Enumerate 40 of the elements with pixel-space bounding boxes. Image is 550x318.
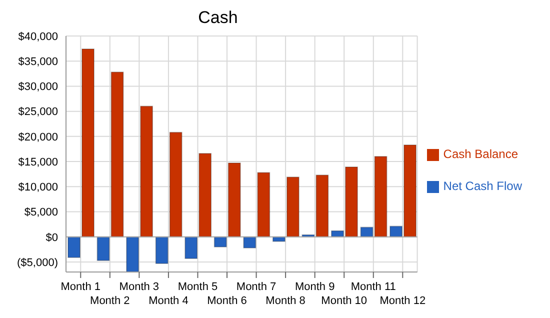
x-tick-label: Month 1	[60, 281, 101, 293]
x-tick-label: Month 5	[178, 281, 218, 293]
x-tick-label: Month 2	[90, 295, 130, 307]
bar	[155, 236, 168, 264]
legend-label: Net Cash Flow	[443, 179, 522, 193]
legend-label: Cash Balance	[443, 147, 518, 161]
y-tick-label: ($5,000)	[17, 256, 58, 269]
x-tick-label: Month 4	[148, 295, 188, 307]
x-tick-label: Month 3	[119, 281, 160, 293]
y-tick-label: $15,000	[18, 156, 58, 168]
bar	[286, 176, 300, 238]
bar	[126, 236, 140, 272]
bar	[169, 132, 182, 238]
y-tick-label: $0	[46, 232, 58, 244]
bar	[68, 236, 80, 258]
y-tick-label: $35,000	[18, 56, 58, 68]
bar	[140, 106, 154, 238]
x-tick-label: Month 7	[236, 281, 276, 293]
y-tick-label: $40,000	[18, 30, 58, 43]
bar	[257, 172, 270, 238]
bar	[228, 162, 241, 238]
bar	[96, 236, 110, 261]
bar	[82, 48, 94, 238]
y-tick-label: $25,000	[18, 106, 58, 118]
bar	[184, 236, 198, 259]
y-tick-label: $5,000	[24, 206, 58, 219]
bar	[198, 153, 212, 238]
x-tick-label: Month 6	[207, 295, 247, 307]
bar	[214, 236, 227, 248]
x-tick-label: Month 10	[321, 295, 368, 307]
y-tick-label: $10,000	[18, 182, 58, 194]
y-tick-label: $20,000	[18, 131, 58, 144]
bar	[243, 236, 256, 248]
x-tick-label: Month 12	[380, 295, 426, 307]
x-tick-label: Month 11	[350, 281, 396, 293]
bar	[110, 72, 124, 238]
y-tick-label: $30,000	[18, 81, 58, 94]
x-tick-label: Month 8	[266, 295, 306, 307]
x-tick-label: Month 9	[294, 281, 335, 293]
chart-title: Cash	[197, 8, 239, 29]
